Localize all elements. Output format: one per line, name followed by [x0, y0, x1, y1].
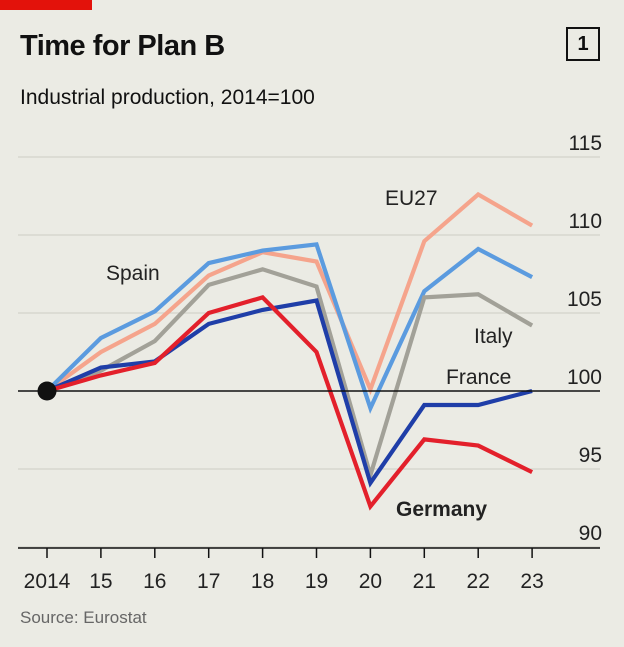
- x-tick-label: 17: [197, 570, 220, 593]
- series-line-france: [46, 298, 533, 488]
- series-label-france: France: [446, 366, 511, 389]
- series-label-eu27: EU27: [385, 187, 438, 210]
- base-year-dot: [37, 381, 57, 401]
- y-tick-label: 105: [567, 288, 602, 311]
- chart-title: Time for Plan B: [20, 30, 225, 62]
- x-tick-label: 21: [413, 570, 436, 593]
- x-tick-label: 18: [251, 570, 274, 593]
- x-tick-label: 22: [467, 570, 490, 593]
- x-tick-label: 23: [520, 570, 543, 593]
- y-tick-label: 110: [569, 210, 602, 233]
- series-line-italy: [46, 267, 534, 483]
- series-label-italy: Italy: [474, 325, 513, 348]
- y-tick-label: 115: [569, 132, 602, 155]
- series-line-spain: [45, 242, 534, 414]
- x-tick-label: 16: [143, 570, 166, 593]
- y-tick-label: 100: [567, 366, 602, 389]
- series-line-germany: [46, 295, 534, 511]
- x-tick-label: 19: [305, 570, 328, 593]
- y-tick-label: 90: [579, 522, 602, 545]
- series-label-germany: Germany: [396, 498, 487, 521]
- chart-number-badge: 1: [566, 27, 600, 61]
- chart-subtitle: Industrial production, 2014=100: [20, 86, 315, 109]
- source-note: Source: Eurostat: [20, 608, 147, 627]
- x-tick-label: 2014: [24, 570, 71, 593]
- y-tick-label: 95: [579, 444, 602, 467]
- series-line-eu27: [45, 191, 534, 396]
- x-tick-label: 20: [359, 570, 382, 593]
- series-label-spain: Spain: [106, 262, 160, 285]
- brand-red-tag: [0, 0, 92, 10]
- x-tick-label: 15: [89, 570, 112, 593]
